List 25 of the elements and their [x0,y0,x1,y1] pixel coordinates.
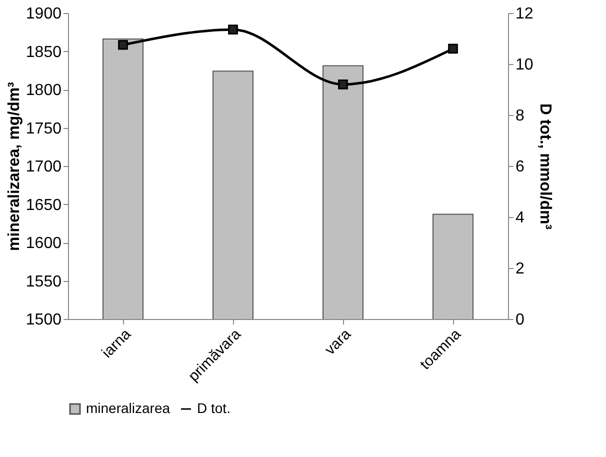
y2-tick-label: 2 [516,260,524,278]
y-tick-label: 1550 [26,273,62,290]
y-tick-label: 1750 [26,120,62,138]
y-tick-label: 1600 [26,235,62,252]
y2-tick-label: 10 [516,56,534,74]
y2-tick-label: 0 [516,312,524,328]
x-tick-label: vara [322,325,355,358]
y-tick-label: 1850 [26,44,62,61]
y-tick-label: 1900 [26,6,62,22]
y-tick-label: 1700 [26,158,62,176]
y-tick-label: 1650 [26,196,62,214]
point [448,44,458,54]
point [118,40,128,50]
y-tick-label: 1800 [26,82,62,99]
legend-label: D tot. [197,400,230,416]
y2-axis-title: D tot., mmol/dm³ [536,103,554,230]
y2-tick-label: 4 [516,210,524,226]
point [338,79,348,90]
y2-tick-label: 6 [516,158,524,176]
y2-tick-label: 8 [516,108,524,124]
y-axis-title: mineralizarea, mg/dm³ [6,82,23,251]
y-tick-label: 1500 [26,312,62,328]
legend-label: mineralizarea [86,400,170,416]
y2-tick-label: 12 [516,6,534,22]
point [228,24,238,35]
